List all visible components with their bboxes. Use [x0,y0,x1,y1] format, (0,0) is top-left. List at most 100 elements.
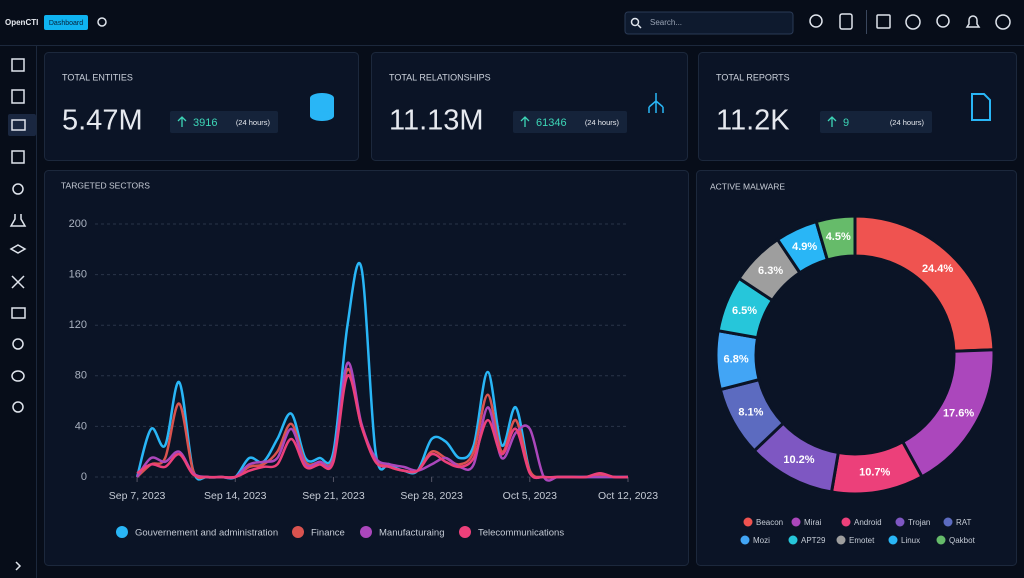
graph-icon [648,93,664,113]
card-delta: 61346 [536,117,567,129]
legend-swatch [360,526,372,538]
badge[interactable] [44,15,88,30]
report-icon [971,93,991,121]
icon[interactable] [936,14,950,28]
y-tick-label: 40 [75,420,87,432]
nav-icon[interactable] [9,244,27,254]
up-arrow [177,116,187,127]
slice-label: 10.7% [859,466,890,478]
y-tick-label: 160 [69,269,87,281]
nav-icon[interactable] [11,307,26,319]
sidebar [8,58,36,571]
legend-swatch [740,535,750,545]
up-arrow [827,116,837,127]
card-period: (24 hours) [890,118,925,127]
delta-box [513,111,627,133]
nav-icon[interactable] [12,401,24,413]
x-tick-label: Sep 14, 2023 [204,490,267,502]
series-line [136,374,629,480]
nav-icon[interactable] [9,214,27,227]
card-title: TOTAL REPORTS [716,72,790,82]
nav-icon[interactable] [11,150,25,164]
legend-swatch [888,535,898,545]
expand-icon[interactable] [15,561,22,571]
slice-label: 4.5% [826,231,851,243]
brand: OpenCTI [5,18,38,27]
nav-icon[interactable] [12,183,24,195]
legend-label[interactable]: Android [854,518,882,527]
legend-swatch [292,526,304,538]
slice-label: 6.5% [732,305,757,317]
icon[interactable] [905,14,921,30]
legend-label[interactable]: Finance [311,528,345,539]
card-icon [310,93,991,121]
y-tick-label: 120 [69,319,87,331]
delta-box [170,111,278,133]
icon[interactable] [809,14,823,28]
legend-label[interactable]: Gouvernement and administration [135,528,278,539]
legend-swatch [895,517,905,527]
slice [814,214,857,262]
x-tick-label: Sep 28, 2023 [400,490,463,502]
card [371,52,688,161]
card-value: 5.47M [62,105,143,137]
up-arrow [520,116,530,127]
sectors-panel [44,170,689,566]
x-tick-label: Sep 21, 2023 [302,490,365,502]
search-icon [637,24,642,29]
database-icon [310,111,334,121]
legend-swatch [459,526,471,538]
legend-swatch [788,535,798,545]
legend-label[interactable]: RAT [956,518,972,527]
icon[interactable] [839,13,853,30]
card [44,52,359,161]
card-delta: 3916 [193,117,217,129]
legend-swatch [116,526,128,538]
nav-icon[interactable] [11,58,25,72]
card-delta: 9 [843,117,849,129]
legend-label[interactable]: Trojan [908,518,930,527]
icon[interactable] [965,15,981,28]
settings-icon[interactable] [97,17,107,27]
legend-swatch [791,517,801,527]
y-tick-label: 80 [75,370,87,382]
legend-label[interactable]: Emotet [849,536,875,545]
icon[interactable] [995,14,1011,30]
x-tick-label: Oct 5, 2023 [503,490,557,502]
nav-icon[interactable] [11,275,25,289]
y-tick-label: 200 [69,218,87,230]
y-tick-label: 0 [81,471,87,483]
card-value: 11.13M [389,105,484,137]
legend-label[interactable]: Telecommunications [478,528,564,539]
slice-label: 17.6% [943,408,974,420]
legend-label[interactable]: Mozi [753,536,770,545]
card [698,52,1017,161]
search-box[interactable] [624,11,794,35]
slice-label: 6.3% [758,265,783,277]
legend-label[interactable]: Linux [901,536,920,545]
legend-label[interactable]: Qakbot [949,536,976,545]
legend-label[interactable]: Manufacturaing [379,528,444,539]
badge-text: Dashboard [49,20,83,27]
legend-swatch [936,535,946,545]
card-title: TOTAL RELATIONSHIPS [389,72,491,82]
slice-label: 24.4% [922,263,953,275]
nav-icon[interactable] [11,89,25,104]
chart-title: ACTIVE MALWARE [710,181,785,191]
legend-swatch [836,535,846,545]
chart-title: TARGETED SECTORS [61,180,150,190]
legend-label[interactable]: APT29 [801,536,826,545]
database-icon [310,98,334,116]
slice-label: 6.8% [724,353,749,365]
legend-label[interactable]: Mirai [804,518,822,527]
nav-icon[interactable] [12,338,24,350]
card-period: (24 hours) [585,118,620,127]
card-value: 11.2K [716,105,790,137]
nav-icon[interactable] [11,119,26,131]
legend-label[interactable]: Beacon [756,518,783,527]
icon[interactable] [876,14,891,29]
delta-box [820,111,932,133]
slice-label: 4.9% [792,241,817,253]
nav-icon[interactable] [11,370,25,382]
